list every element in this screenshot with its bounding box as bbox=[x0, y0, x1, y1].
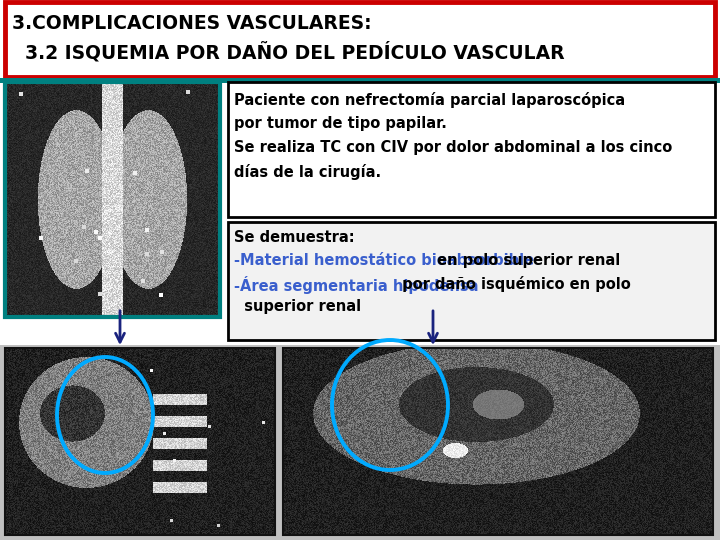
Text: 3.COMPLICACIONES VASCULARES:: 3.COMPLICACIONES VASCULARES: bbox=[12, 14, 372, 33]
Text: -Área segmentaria hipodensa: -Área segmentaria hipodensa bbox=[234, 276, 479, 294]
FancyBboxPatch shape bbox=[0, 345, 720, 540]
Text: -Material hemostático bioabsorbible: -Material hemostático bioabsorbible bbox=[234, 253, 534, 268]
Text: Paciente con nefrectomía parcial laparoscópica: Paciente con nefrectomía parcial laparos… bbox=[234, 92, 625, 108]
Text: 3.2 ISQUEMIA POR DAÑO DEL PEDÍCULO VASCULAR: 3.2 ISQUEMIA POR DAÑO DEL PEDÍCULO VASCU… bbox=[12, 42, 564, 63]
Text: Se realiza TC con CIV por dolor abdominal a los cinco: Se realiza TC con CIV por dolor abdomina… bbox=[234, 140, 672, 155]
Text: por daño isquémico en polo: por daño isquémico en polo bbox=[397, 276, 631, 292]
Text: Se demuestra:: Se demuestra: bbox=[234, 230, 355, 245]
Text: superior renal: superior renal bbox=[234, 299, 361, 314]
FancyBboxPatch shape bbox=[228, 222, 715, 340]
Text: en polo superior renal: en polo superior renal bbox=[432, 253, 620, 268]
Text: días de la cirugía.: días de la cirugía. bbox=[234, 164, 381, 180]
Text: por tumor de tipo papilar.: por tumor de tipo papilar. bbox=[234, 116, 447, 131]
FancyBboxPatch shape bbox=[228, 82, 715, 217]
FancyBboxPatch shape bbox=[0, 78, 720, 83]
FancyBboxPatch shape bbox=[5, 2, 715, 77]
